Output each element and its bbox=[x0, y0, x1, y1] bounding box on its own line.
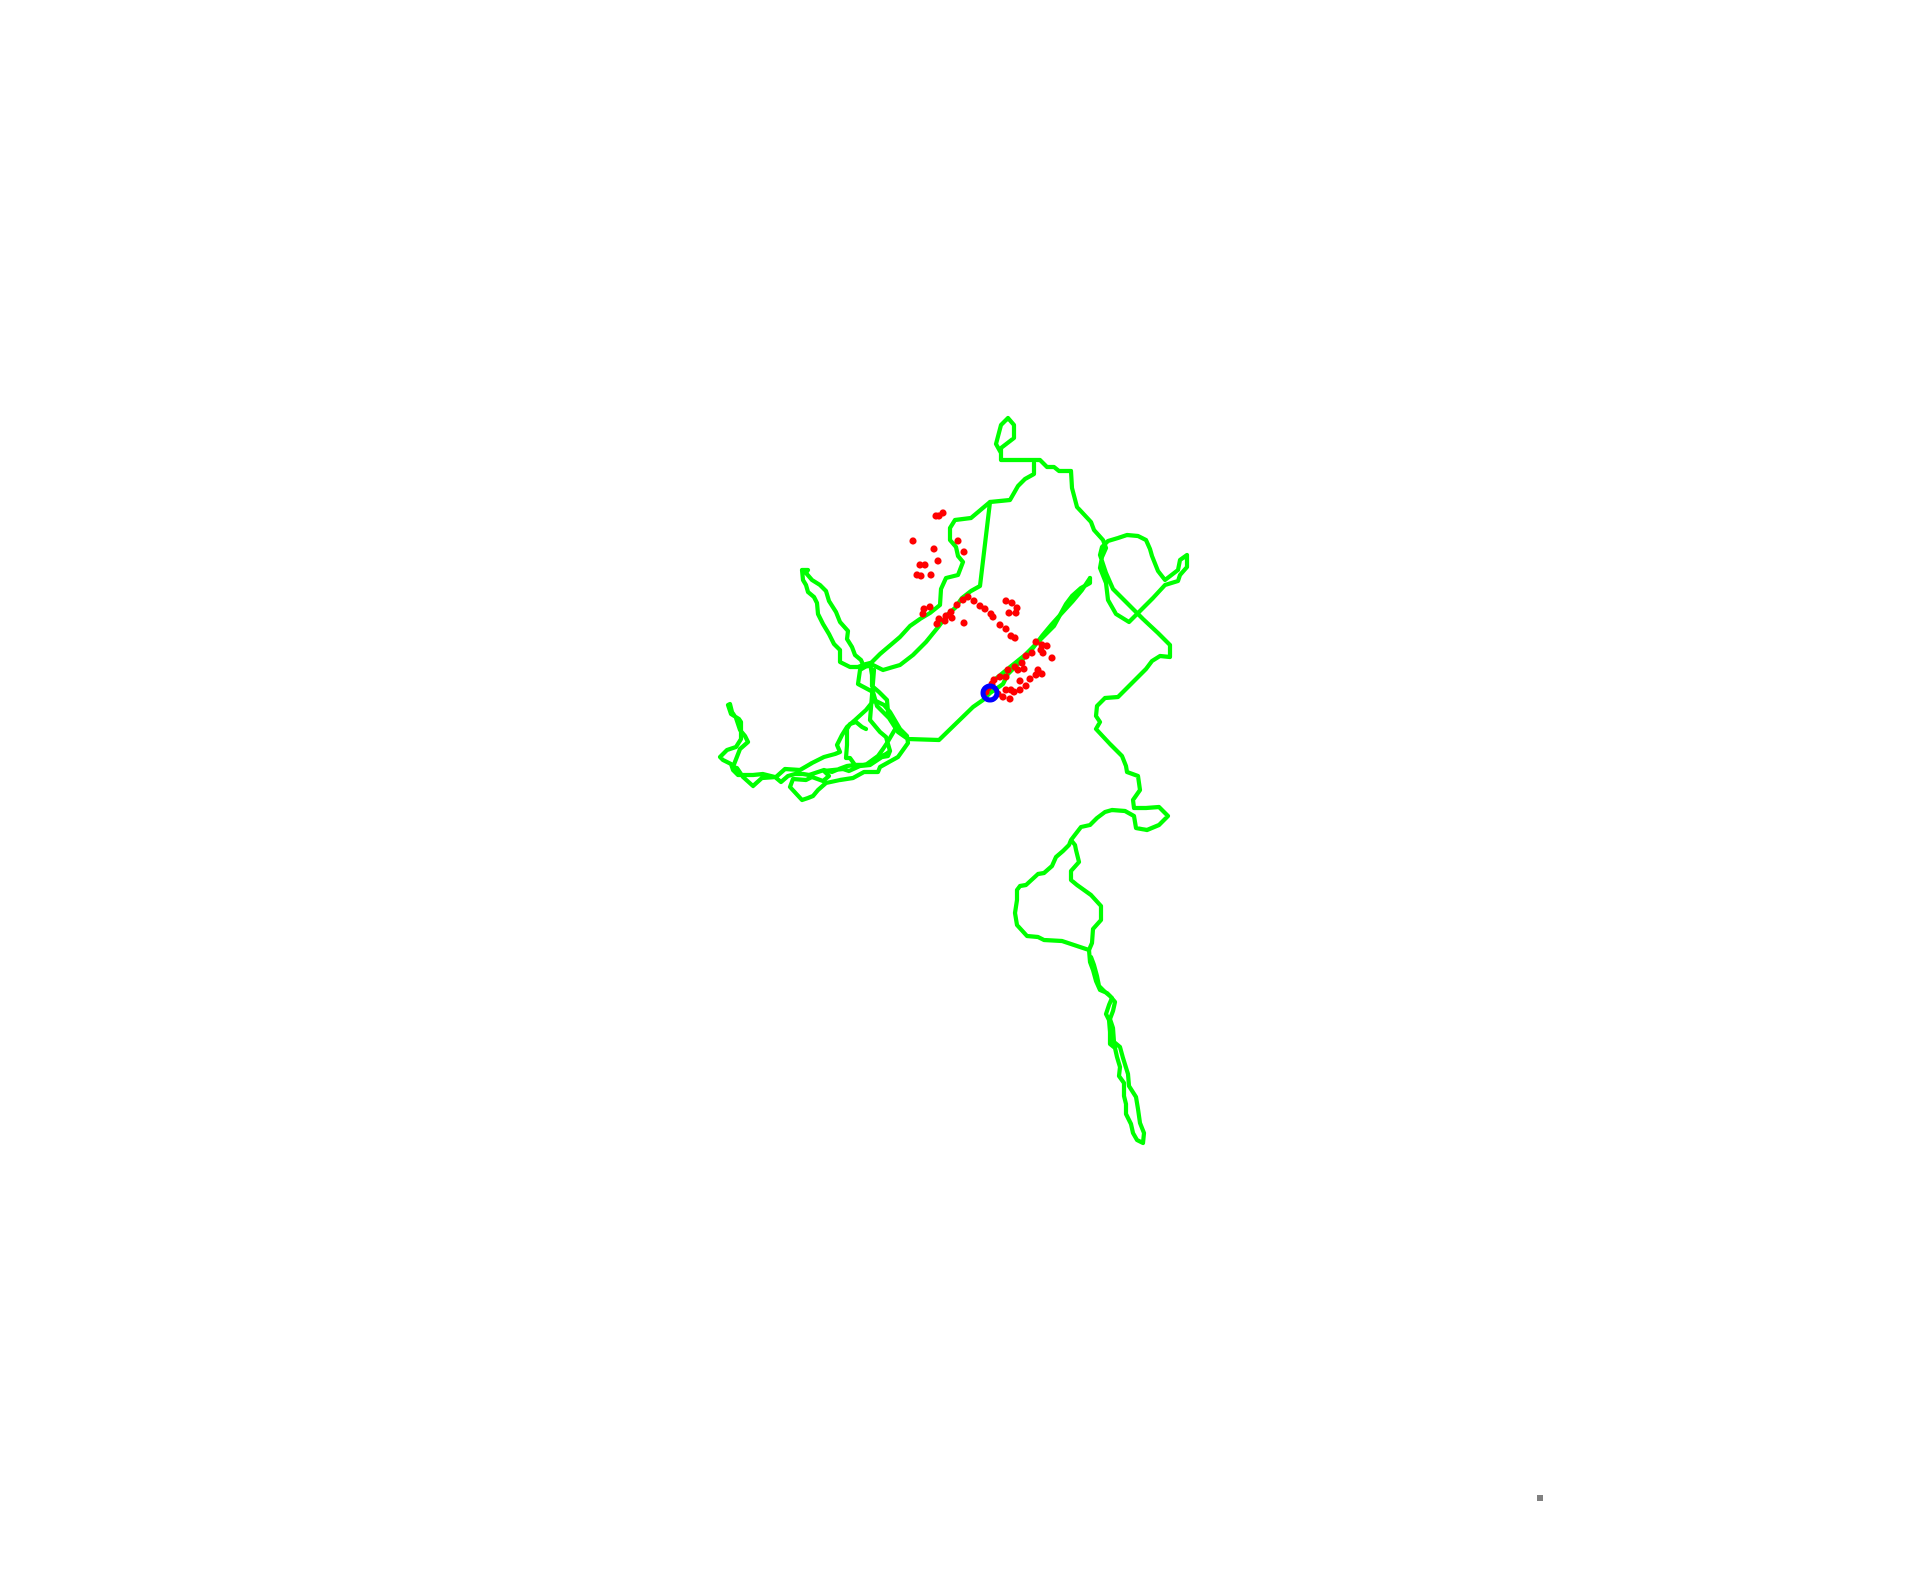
waypoint-marker[interactable] bbox=[960, 548, 968, 556]
waypoint-marker[interactable] bbox=[926, 603, 934, 611]
waypoint-marker[interactable] bbox=[1002, 597, 1010, 605]
waypoint-marker[interactable] bbox=[1016, 677, 1024, 685]
waypoint-marker[interactable] bbox=[933, 620, 941, 628]
waypoint-marker[interactable] bbox=[1018, 659, 1026, 667]
waypoint-marker[interactable] bbox=[1004, 666, 1012, 674]
waypoint-marker[interactable] bbox=[947, 608, 955, 616]
waypoint-marker[interactable] bbox=[1020, 665, 1028, 673]
waypoint-marker[interactable] bbox=[932, 512, 940, 520]
waypoint-marker[interactable] bbox=[1002, 673, 1010, 681]
waypoint-marker[interactable] bbox=[917, 572, 925, 580]
waypoint-marker[interactable] bbox=[1043, 642, 1051, 650]
waypoint-marker[interactable] bbox=[1008, 599, 1016, 607]
waypoint-marker[interactable] bbox=[1048, 654, 1056, 662]
waypoint-marker[interactable] bbox=[941, 617, 949, 625]
waypoint-marker[interactable] bbox=[916, 561, 924, 569]
waypoint-marker[interactable] bbox=[981, 605, 989, 613]
waypoint-marker[interactable] bbox=[989, 613, 997, 621]
waypoint-marker[interactable] bbox=[1011, 634, 1019, 642]
waypoint-marker[interactable] bbox=[1032, 638, 1040, 646]
route-segment bbox=[1086, 947, 1147, 1146]
route-segment bbox=[717, 697, 893, 789]
route-path bbox=[717, 415, 1190, 1146]
waypoint-marker[interactable] bbox=[948, 614, 956, 622]
waypoint-marker[interactable] bbox=[954, 537, 962, 545]
waypoint-marker[interactable] bbox=[1006, 695, 1014, 703]
waypoint-marker[interactable] bbox=[930, 545, 938, 553]
waypoint-marker[interactable] bbox=[1016, 686, 1024, 694]
waypoint-marker[interactable] bbox=[1022, 682, 1030, 690]
waypoint-marker[interactable] bbox=[964, 593, 972, 601]
waypoint-marker[interactable] bbox=[1002, 686, 1010, 694]
waypoint-marker[interactable] bbox=[996, 673, 1004, 681]
waypoint-marker[interactable] bbox=[1007, 686, 1015, 694]
current-position-marker[interactable] bbox=[980, 683, 1000, 703]
waypoint-marker[interactable] bbox=[1002, 625, 1010, 633]
waypoint-marker[interactable] bbox=[934, 557, 942, 565]
waypoint-marker[interactable] bbox=[1011, 663, 1019, 671]
waypoint-marker[interactable] bbox=[1005, 609, 1013, 617]
corner-mark bbox=[1537, 1495, 1543, 1501]
waypoint-marker[interactable] bbox=[996, 621, 1004, 629]
waypoint-marker[interactable] bbox=[1034, 666, 1042, 674]
waypoint-marker[interactable] bbox=[1026, 675, 1034, 683]
waypoint-marker[interactable] bbox=[960, 619, 968, 627]
waypoint-marker[interactable] bbox=[1037, 646, 1045, 654]
waypoint-marker[interactable] bbox=[921, 561, 929, 569]
waypoint-marker[interactable] bbox=[1012, 609, 1020, 617]
route-segment bbox=[993, 415, 1190, 953]
waypoint-marker[interactable] bbox=[927, 571, 935, 579]
waypoint-marker[interactable] bbox=[970, 597, 978, 605]
waypoint-marker[interactable] bbox=[1028, 649, 1036, 657]
waypoint-marker[interactable] bbox=[953, 601, 961, 609]
waypoint-marker[interactable] bbox=[909, 537, 917, 545]
waypoint-marker[interactable] bbox=[919, 610, 927, 618]
waypoint-marker[interactable] bbox=[1022, 652, 1030, 660]
waypoint-markers bbox=[909, 509, 1056, 703]
